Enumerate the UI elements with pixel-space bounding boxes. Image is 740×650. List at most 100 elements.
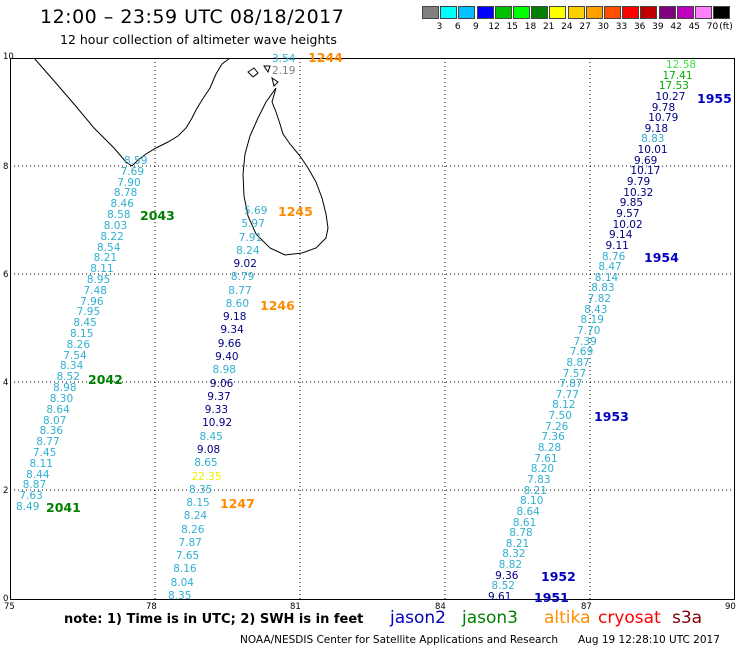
pass-time-label: 1247: [220, 496, 255, 511]
legend-label: 3: [436, 22, 443, 32]
wave-height-label: 9.02: [233, 258, 257, 271]
wave-height-label: 8.98: [212, 364, 236, 377]
wave-height-label: 8.79: [230, 271, 255, 284]
wave-height-label: 8.22: [100, 230, 124, 243]
axis-tick-label: 10: [3, 52, 14, 62]
legend-label: 39: [652, 22, 664, 32]
pass-time-label: 1244: [308, 50, 343, 65]
wave-height-label: 7.77: [555, 388, 580, 401]
pass-time-label: 1955: [697, 91, 732, 106]
page-title: 12:00 – 23:59 UTC 08/18/2017: [40, 6, 345, 28]
wave-height-label: 17.53: [658, 80, 689, 93]
generated-timestamp: Aug 19 12:28:10 UTC 2017: [578, 634, 720, 646]
wave-height-label: 8.35: [188, 483, 213, 496]
legend-swatch: [567, 6, 585, 19]
pass-time-label: 1952: [541, 569, 576, 584]
wave-height-label: 9.33: [204, 404, 229, 417]
legend-label: 15: [506, 22, 519, 32]
pass-time-label: 1954: [644, 250, 679, 265]
axis-tick-label: 84: [435, 602, 446, 612]
wave-height-label: 2.19: [272, 65, 296, 77]
wave-height-label: 7.69: [569, 346, 594, 359]
jaffna-islands: [247, 65, 279, 87]
wave-height-label: 8.95: [86, 273, 111, 286]
legend-swatch: [549, 6, 567, 19]
legend-swatch: [676, 6, 694, 19]
wave-height-label: 8.83: [591, 282, 615, 295]
wave-height-label: 9.78: [651, 101, 676, 114]
wave-height-label: 8.07: [43, 414, 67, 427]
wave-height-label: 9.40: [215, 351, 239, 364]
legend-swatch: [422, 6, 439, 19]
map-frame: [10, 58, 735, 600]
wave-height-label: 7.82: [587, 293, 612, 306]
wave-height-label: 8.16: [173, 563, 197, 576]
wave-height-label: 22.35: [191, 470, 222, 483]
wave-height-label: 7.90: [117, 176, 141, 189]
wave-height-label: 8.87: [22, 479, 47, 492]
pass-time-label: 1951: [534, 590, 569, 605]
satellite-label-s3a: s3a: [672, 608, 703, 628]
wave-height-label: 8.15: [70, 328, 94, 340]
wave-height-label: 8.21: [93, 252, 118, 265]
wave-height-label: 10.01: [637, 144, 668, 157]
legend-swatch: [513, 6, 530, 19]
legend-label: 6: [454, 22, 461, 32]
wave-height-label: 9.36: [495, 569, 519, 582]
wave-height-label: 7.39: [573, 335, 597, 348]
wave-height-label: 8.35: [168, 590, 192, 602]
wave-height-label: 8.21: [505, 537, 530, 550]
wave-height-label: 8.54: [97, 241, 121, 254]
legend-swatch: [640, 6, 658, 19]
satellite-label-altika: altika: [544, 608, 591, 628]
wave-height-label: 8.43: [584, 303, 608, 316]
footer-note: note: 1) Time is in UTC; 2) SWH is in fe…: [64, 612, 364, 627]
axis-tick-label: 75: [4, 602, 15, 612]
wave-height-label: 8.47: [598, 261, 622, 274]
legend-swatch: [476, 6, 494, 19]
wave-height-label: 7.54: [63, 349, 87, 362]
legend-label: 27: [579, 22, 591, 32]
wave-height-label: 8.34: [59, 360, 84, 373]
credit-text: NOAA/NESDIS Center for Satellite Applica…: [240, 634, 558, 646]
wave-height-label: 7.95: [76, 306, 101, 319]
wave-height-label: 7.50: [548, 410, 572, 423]
wave-height-label: 7.70: [577, 325, 601, 337]
legend-label: 24: [561, 22, 573, 32]
wave-height-label: 8.14: [594, 271, 619, 284]
map-grid: [10, 58, 735, 600]
wave-height-label: 9.18: [644, 122, 669, 135]
wave-height-label: 8.77: [228, 284, 252, 297]
pass-time-label: 1953: [594, 409, 629, 424]
wave-height-label: 8.10: [520, 495, 544, 508]
wave-height-label: 9.34: [220, 324, 244, 337]
wave-height-label: 8.58: [107, 209, 131, 222]
wave-height-label: 8.11: [90, 263, 114, 276]
wave-height-label: 9.79: [626, 176, 651, 189]
wave-height-label: 8.24: [183, 510, 208, 523]
legend-label: 21: [542, 22, 555, 32]
wave-height-label: 7.45: [32, 446, 57, 459]
pass-time-label: 1245: [278, 204, 313, 219]
wave-height-label: 8.30: [49, 392, 74, 405]
wave-height-label: 9.85: [619, 197, 644, 210]
legend-swatch: [658, 6, 676, 19]
wave-height-label: 7.36: [541, 431, 565, 444]
wave-height-label: 9.11: [605, 239, 629, 252]
legend-label: 70: [706, 22, 719, 32]
wave-height-label: 8.26: [181, 523, 205, 536]
page-subtitle: 12 hour collection of altimeter wave hei…: [60, 32, 337, 47]
wave-height-label: 9.69: [633, 154, 658, 167]
legend-swatch: [695, 6, 712, 19]
satellite-label-cryosat: cryosat: [598, 608, 661, 628]
wave-height-label: 9.14: [609, 229, 633, 242]
sri-lanka-coastline: [242, 87, 329, 256]
map-canvas: [10, 58, 735, 600]
wave-height-label: 8.52: [491, 580, 515, 593]
wave-height-label: 7.57: [562, 367, 587, 380]
wave-height-label: 10.79: [648, 112, 679, 125]
wave-height-label: 8.83: [641, 133, 665, 146]
wave-height-label: 12.58: [666, 59, 697, 71]
wave-height-label: 7.91: [238, 231, 263, 244]
legend-swatch: [494, 6, 512, 19]
